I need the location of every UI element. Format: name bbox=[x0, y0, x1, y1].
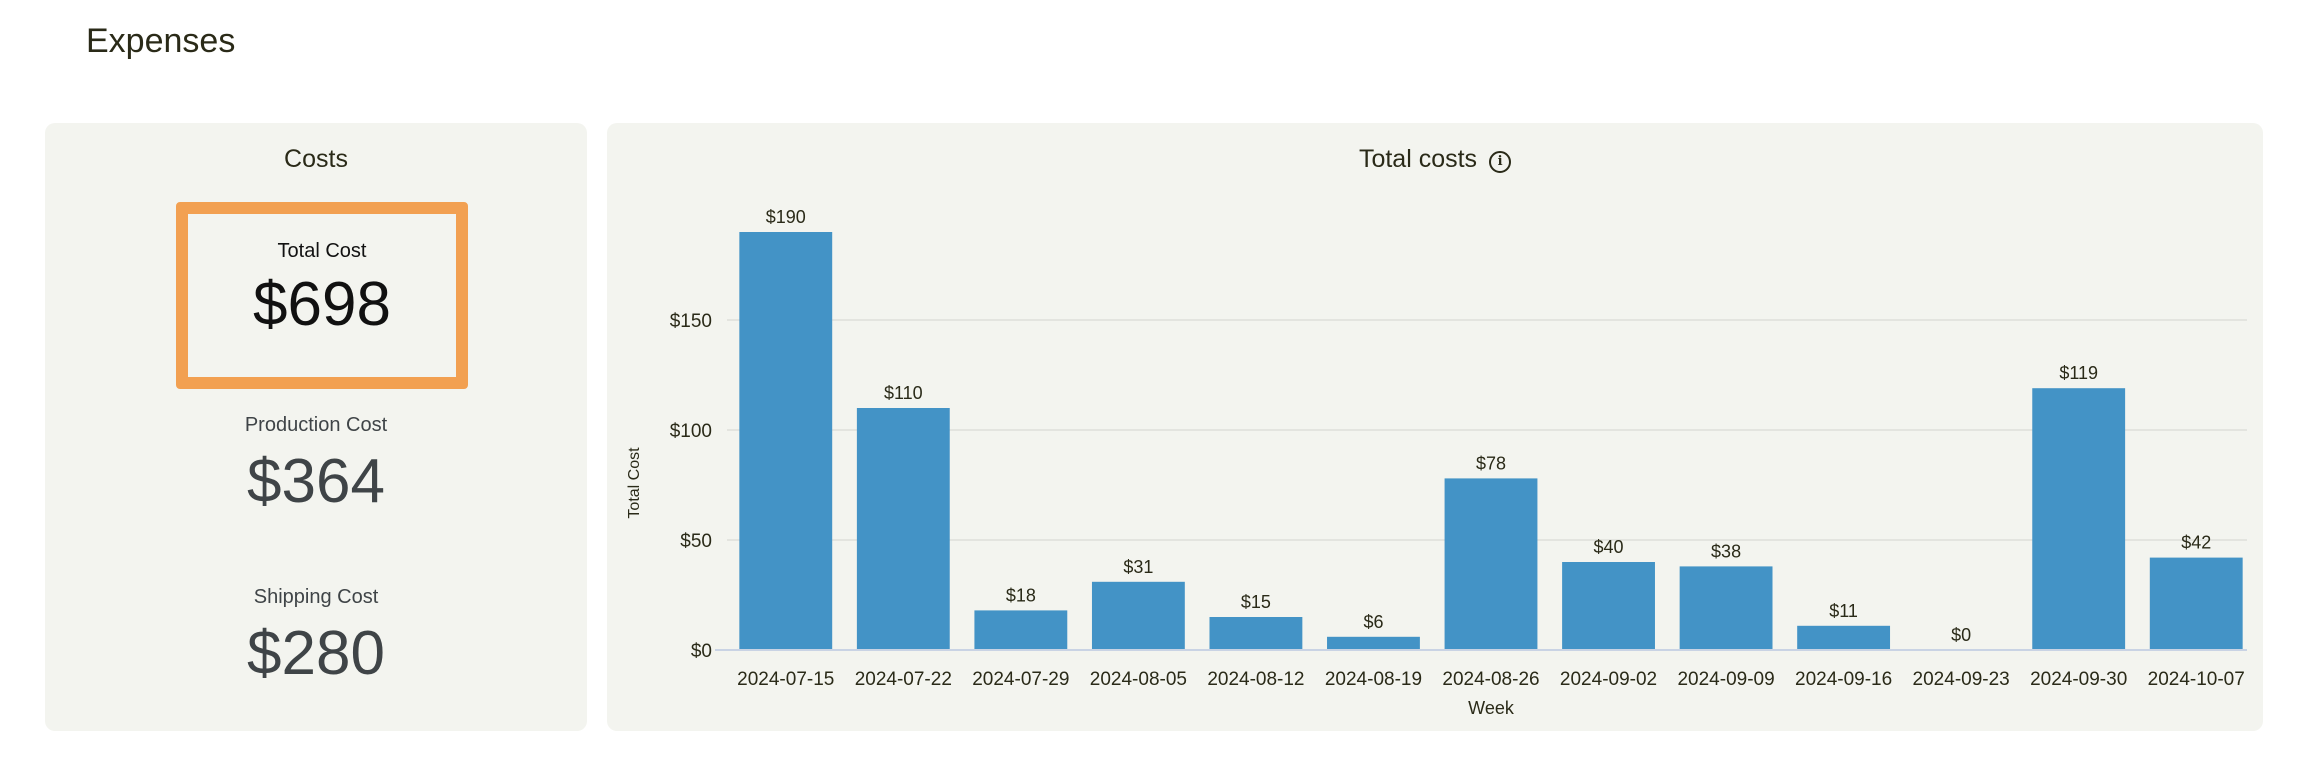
data-label: $31 bbox=[1123, 557, 1153, 577]
bar bbox=[2032, 388, 2126, 650]
data-label: $18 bbox=[1006, 585, 1036, 605]
bar-chart: $0 $50 $100 $150 $190 2024-07-15 $110 2024-07-2… bbox=[626, 207, 2247, 718]
info-icon[interactable]: i bbox=[1489, 151, 1512, 173]
data-label: $6 bbox=[1363, 612, 1383, 632]
y-tick-label: $150 bbox=[670, 311, 712, 332]
x-tick-label: 2024-08-26 bbox=[1442, 669, 1539, 690]
costs-title: Costs bbox=[284, 145, 348, 173]
production-cost-label: Production Cost bbox=[244, 414, 388, 436]
shipping-cost-value: $280 bbox=[247, 619, 385, 688]
data-label: $38 bbox=[1711, 541, 1741, 561]
x-tick-label: 2024-08-19 bbox=[1325, 669, 1422, 690]
total-cost-label: Total Cost bbox=[277, 240, 367, 262]
chart-title: Total costs bbox=[1358, 145, 1478, 173]
chart-title-row: Total costs i bbox=[607, 145, 2263, 174]
total-costs-chart-card: Total costs i $0 $50 $100 $150 $190 2024-07-15… bbox=[607, 123, 2263, 731]
bar bbox=[1562, 562, 1655, 650]
data-label: $11 bbox=[1829, 601, 1858, 621]
total-cost-highlight: Total Cost $698 bbox=[176, 202, 468, 389]
bar bbox=[1679, 566, 1773, 650]
x-tick-label: 2024-09-23 bbox=[1913, 669, 2010, 690]
shipping-cost-label: Shipping Cost bbox=[253, 586, 379, 608]
x-tick-label: 2024-07-15 bbox=[737, 669, 834, 690]
x-tick-label: 2024-09-16 bbox=[1795, 669, 1892, 690]
bar bbox=[1327, 636, 1420, 650]
bar bbox=[856, 408, 950, 650]
data-label: $0 bbox=[1951, 625, 1971, 645]
bar bbox=[1209, 617, 1303, 650]
data-label: $78 bbox=[1476, 453, 1506, 473]
production-cost-value: $364 bbox=[247, 447, 385, 516]
bar bbox=[1797, 625, 1891, 650]
x-tick-label: 2024-08-12 bbox=[1207, 669, 1304, 690]
bar bbox=[739, 232, 833, 650]
x-tick-label: 2024-09-09 bbox=[1677, 669, 1774, 690]
data-label: $15 bbox=[1241, 592, 1271, 612]
y-tick-label: $100 bbox=[670, 421, 712, 442]
bar bbox=[1091, 581, 1185, 650]
y-axis-title: Total Cost bbox=[626, 447, 643, 519]
total-cost-value: $698 bbox=[253, 270, 391, 339]
x-tick-label: 2024-07-22 bbox=[855, 669, 952, 690]
data-label: $42 bbox=[2181, 533, 2211, 553]
y-tick-label: $0 bbox=[691, 641, 712, 662]
page-title: Expenses bbox=[86, 22, 236, 60]
data-label: $40 bbox=[1594, 537, 1624, 557]
bar bbox=[1444, 478, 1538, 650]
x-tick-label: 2024-09-30 bbox=[2030, 669, 2127, 690]
costs-card: Costs Total Cost $698 Production Cost $3… bbox=[45, 123, 587, 731]
data-label: $190 bbox=[766, 207, 806, 227]
x-tick-label: 2024-09-02 bbox=[1560, 669, 1657, 690]
x-axis-title: Week bbox=[1468, 698, 1515, 718]
y-tick-label: $50 bbox=[680, 531, 712, 552]
bar bbox=[2149, 557, 2243, 650]
x-tick-label: 2024-07-29 bbox=[972, 669, 1069, 690]
bar bbox=[974, 610, 1068, 650]
data-label: $119 bbox=[2059, 363, 2098, 383]
x-tick-label: 2024-08-05 bbox=[1090, 669, 1187, 690]
x-tick-label: 2024-10-07 bbox=[2148, 669, 2245, 690]
data-label: $110 bbox=[884, 383, 923, 403]
